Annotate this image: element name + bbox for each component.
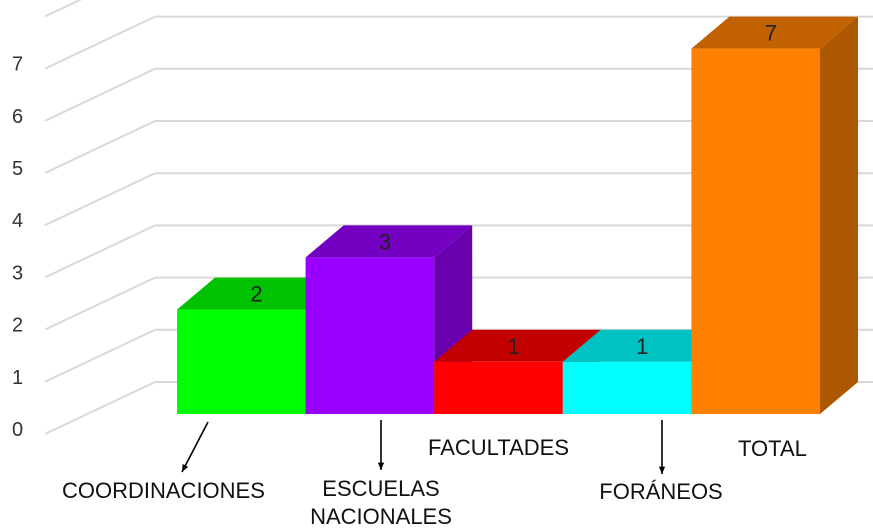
category-label: COORDINACIONES xyxy=(62,478,265,503)
bar xyxy=(691,48,820,414)
y-tick-label: 7 xyxy=(12,54,23,76)
gridline-side xyxy=(44,67,156,122)
data-label: 2 xyxy=(250,282,262,307)
bar xyxy=(305,257,435,414)
leader-line xyxy=(181,421,209,473)
data-label: 3 xyxy=(379,229,391,254)
bar-top xyxy=(691,16,858,49)
bar-top xyxy=(305,225,473,258)
category-label: TOTAL xyxy=(738,436,807,461)
y-tick-label: 0 xyxy=(12,419,23,441)
category-label: FACULTADES xyxy=(428,435,569,460)
bar-side xyxy=(820,16,858,414)
gridline-side xyxy=(44,224,156,279)
bar-top xyxy=(562,329,730,362)
gridline-side xyxy=(44,120,156,174)
data-label: 1 xyxy=(636,334,648,359)
gridline-side xyxy=(44,381,156,435)
data-label: 1 xyxy=(508,334,520,359)
leader-arrowhead xyxy=(658,466,666,474)
category-label: FORÁNEOS xyxy=(599,479,722,504)
y-tick-label: 2 xyxy=(12,315,23,337)
y-tick-label: 5 xyxy=(12,158,23,180)
leader-arrowhead xyxy=(182,464,189,472)
gridline-side xyxy=(44,172,156,227)
y-tick-label: 3 xyxy=(12,262,23,284)
bar-top xyxy=(434,329,601,362)
bar xyxy=(434,361,563,414)
gridline-side xyxy=(44,328,156,383)
bar xyxy=(177,309,306,414)
bar xyxy=(562,361,692,414)
leader-arrowhead xyxy=(377,462,385,470)
gridline-side xyxy=(44,15,156,70)
gridline-side xyxy=(44,276,156,331)
data-label: 7 xyxy=(765,21,777,46)
category-label: ESCUELAS xyxy=(322,476,439,501)
bar-top xyxy=(177,277,344,310)
category-label: NACIONALES xyxy=(310,504,452,529)
gridline-side xyxy=(44,0,83,18)
y-tick-label: 4 xyxy=(12,210,23,232)
y-tick-label: 6 xyxy=(12,106,23,128)
y-tick-label: 1 xyxy=(12,367,23,389)
